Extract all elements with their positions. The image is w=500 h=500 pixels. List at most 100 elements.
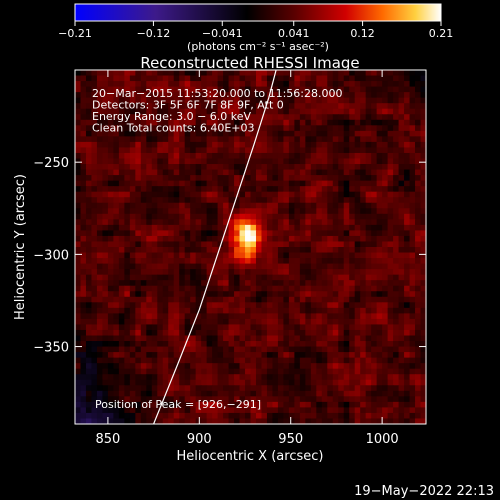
heatmap-cell [349,307,356,314]
heatmap-cell [387,274,394,281]
heatmap-cell [398,169,405,176]
heatmap-cell [398,164,405,171]
heatmap-cell [234,269,241,276]
heatmap-cell [195,407,202,414]
heatmap-cell [96,70,104,77]
heatmap-cell [239,147,246,154]
heatmap-cell [140,258,147,265]
heatmap-cell [118,108,125,115]
heatmap-cell [365,180,372,187]
heatmap-cell [107,390,114,397]
heatmap-cell [387,352,394,359]
heatmap-cell [283,75,290,82]
heatmap-cell [261,141,268,149]
heatmap-cell [255,291,263,298]
heatmap-cell [129,329,136,337]
heatmap-cell [299,224,306,232]
heatmap-cell [80,136,87,143]
heatmap-cell [118,318,125,326]
heatmap-cell [393,341,400,348]
heatmap-cell [382,390,389,397]
heatmap-cell [157,296,164,303]
heatmap-cell [288,401,295,409]
heatmap-cell [376,241,383,248]
heatmap-cell [140,396,147,403]
heatmap-cell [382,363,389,370]
heatmap-cell [135,97,142,104]
heatmap-cell [277,235,284,243]
heatmap-cell [404,224,411,232]
heatmap-cell [107,208,114,215]
heatmap-cell [151,119,158,126]
heatmap-cell [327,341,334,348]
heatmap-cell [234,186,241,193]
heatmap-cell [190,274,197,281]
heatmap-cell [96,86,104,93]
heatmap-cell [201,75,208,82]
heatmap-cell [195,274,202,281]
heatmap-cell [80,390,87,397]
heatmap-cell [80,357,87,364]
heatmap-cell [288,186,295,193]
heatmap-cell [201,70,208,77]
heatmap-cell [107,147,114,154]
heatmap-cell [338,241,345,248]
y-tick-label: −300 [33,248,69,263]
heatmap-cell [179,247,186,254]
heatmap-cell [327,285,334,292]
heatmap-cell [398,191,405,198]
heatmap-cell [371,202,378,209]
heatmap-cell [80,335,87,342]
heatmap-cell [382,186,389,193]
heatmap-cell [420,296,426,303]
heatmap-cell [168,125,175,132]
heatmap-cell [190,119,197,126]
heatmap-cell [415,280,422,287]
heatmap-cell [113,296,120,303]
heatmap-cell [288,307,295,314]
heatmap-cell [261,274,268,281]
heatmap-cell [398,158,405,165]
heatmap-cell [360,191,367,198]
heatmap-cell [398,130,405,137]
heatmap-cell [113,374,120,381]
heatmap-cell [338,307,345,314]
heatmap-cell [272,164,279,171]
heatmap-cell [102,396,109,403]
heatmap-cell [212,241,219,248]
heatmap-cell [250,97,257,104]
heatmap-cell [305,86,312,93]
heatmap-cell [239,302,246,309]
heatmap-cell [195,152,202,160]
heatmap-cell [239,252,246,259]
heatmap-cell [365,324,372,331]
heatmap-cell [305,103,312,110]
heatmap-cell [354,258,361,265]
heatmap-cell [179,224,186,232]
heatmap-cell [316,346,323,353]
heatmap-cell [173,280,180,287]
heatmap-cell [206,169,213,176]
heatmap-cell [250,407,257,414]
heatmap-cell [96,108,104,115]
heatmap-cell [151,97,158,104]
heatmap-cell [272,75,279,82]
heatmap-cell [354,252,361,259]
heatmap-cell [184,396,191,403]
heatmap-cell [184,141,191,149]
heatmap-cell [190,280,197,287]
heatmap-cell [217,235,224,243]
heatmap-cell [162,147,169,154]
heatmap-cell [305,180,312,187]
heatmap-cell [80,374,87,381]
heatmap-cell [223,191,230,198]
heatmap-cell [371,346,378,353]
heatmap-cell [283,307,290,314]
heatmap-cell [288,385,295,392]
heatmap-cell [234,418,241,424]
heatmap-cell [294,81,301,88]
heatmap-cell [349,81,356,88]
heatmap-cell [343,252,350,259]
heatmap-cell [80,175,87,182]
x-tick-label: 1000 [366,432,399,447]
